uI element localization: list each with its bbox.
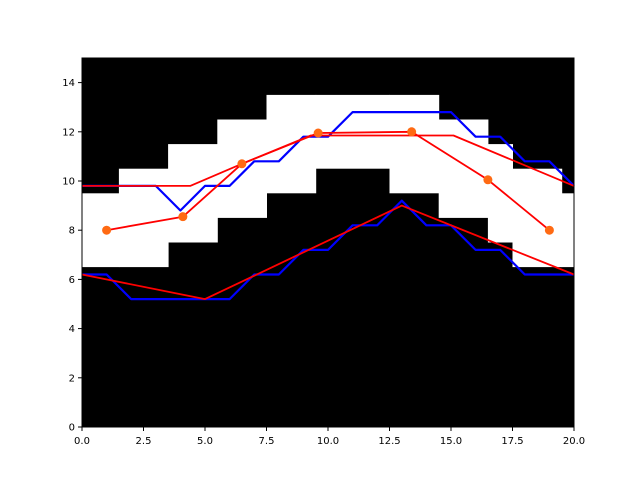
series-line-1 xyxy=(82,199,574,301)
x-tick-label-3: 7.5 xyxy=(259,436,275,447)
series-4-point-0 xyxy=(102,225,112,235)
region-column-7 xyxy=(438,119,489,218)
series-line-3 xyxy=(81,204,575,301)
x-tick-label-8: 20.0 xyxy=(563,436,585,447)
y-tick-label-5: 10 xyxy=(62,177,75,188)
x-tick-label-5: 12.5 xyxy=(378,436,400,447)
x-tick-label-6: 15.0 xyxy=(440,436,462,447)
x-tick-label-1: 2.5 xyxy=(136,436,152,447)
x-axis: 0.0 2.5 5.0 7.5 10.0 12.5 15.0 17.5 20.0 xyxy=(74,427,585,447)
region-column-10 xyxy=(561,193,575,268)
y-tick-label-4: 8 xyxy=(69,226,75,237)
x-tick-label-2: 5.0 xyxy=(197,436,213,447)
series-4-point-5 xyxy=(483,175,493,185)
y-tick-label-0: 0 xyxy=(69,423,75,434)
y-tick-label-6: 12 xyxy=(62,127,75,138)
series-4-point-6 xyxy=(544,225,554,235)
series-4-point-4 xyxy=(407,127,417,137)
y-tick-label-2: 4 xyxy=(69,324,75,335)
region-column-9 xyxy=(512,168,563,268)
x-tick-label-0: 0.0 xyxy=(74,436,90,447)
region-column-0 xyxy=(82,193,120,268)
region-column-1 xyxy=(118,168,169,268)
series-4-point-1 xyxy=(178,212,188,222)
plot-area xyxy=(81,57,575,428)
region-column-3 xyxy=(217,119,267,218)
series-4-point-3 xyxy=(313,128,323,138)
x-tick-label-7: 17.5 xyxy=(501,436,523,447)
series-4-point-2 xyxy=(237,159,247,169)
y-tick-label-3: 6 xyxy=(69,275,75,286)
y-tick-label-1: 2 xyxy=(69,373,75,384)
y-tick-label-7: 14 xyxy=(62,78,75,89)
region-column-8 xyxy=(487,144,513,243)
x-tick-label-4: 10.0 xyxy=(317,436,339,447)
y-axis: 0 2 4 6 8 10 12 14 xyxy=(62,78,82,434)
